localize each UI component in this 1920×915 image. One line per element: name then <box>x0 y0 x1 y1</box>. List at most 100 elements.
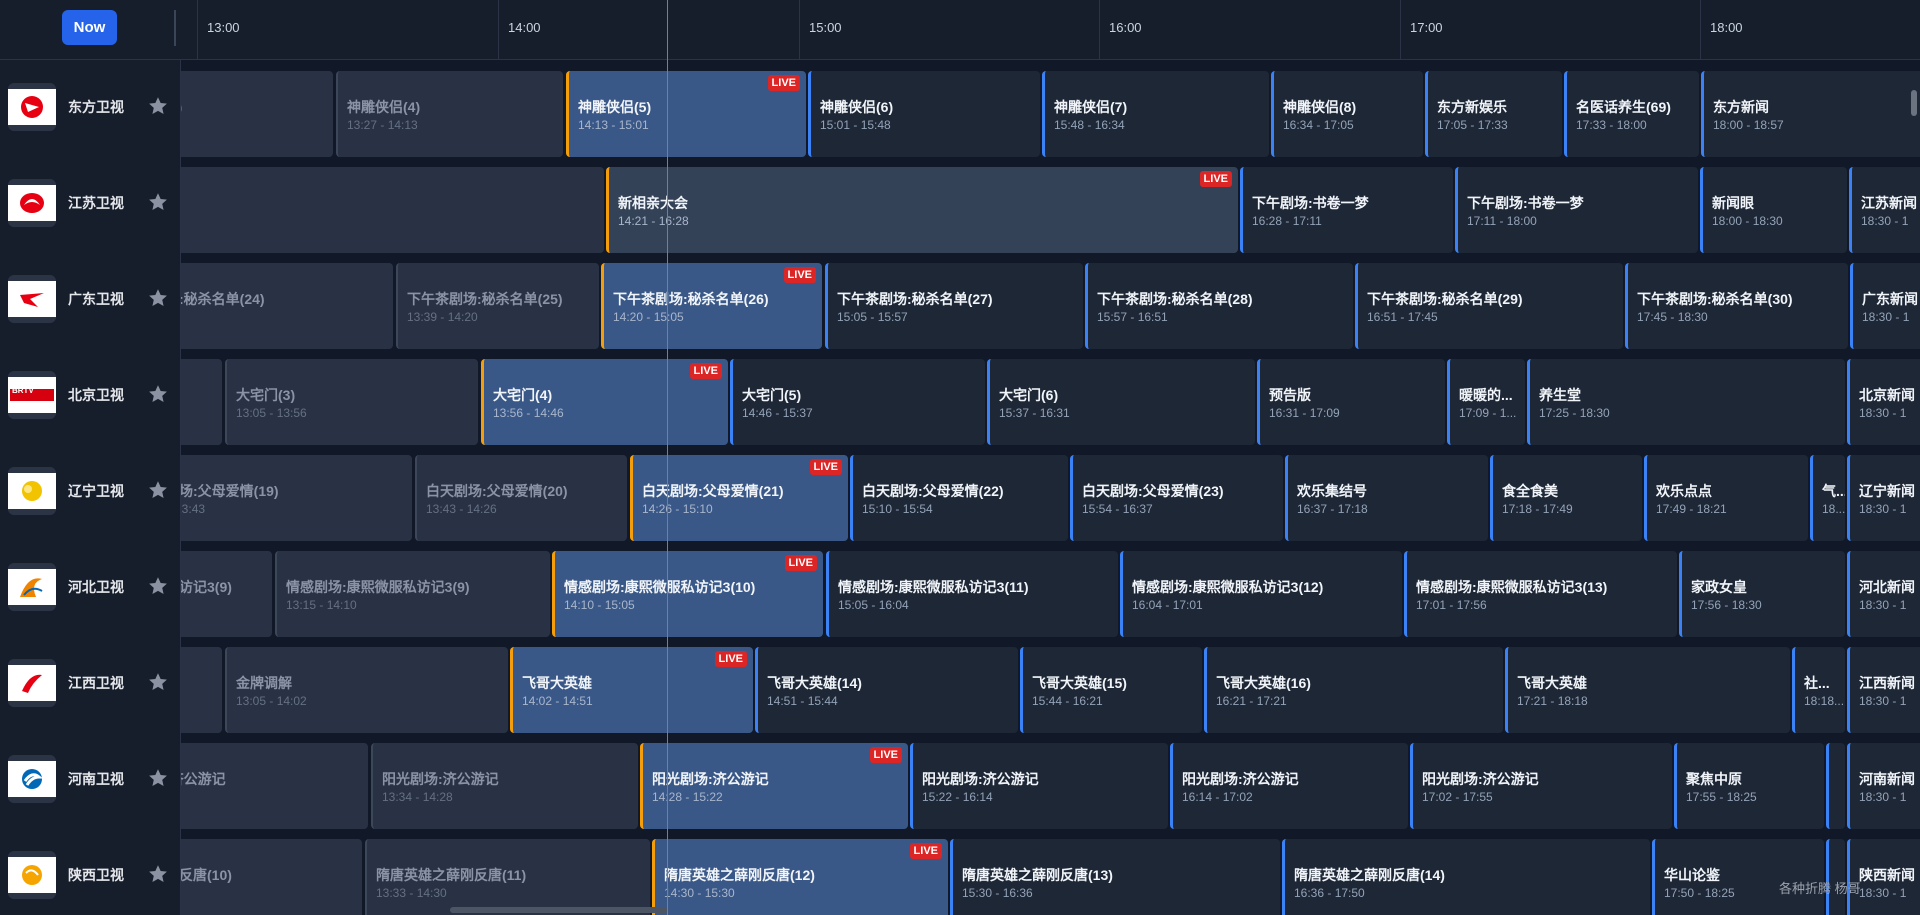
program-block[interactable]: 大宅门(6) 15:37 - 16:31 <box>987 359 1255 445</box>
favorite-star-icon[interactable] <box>147 95 169 117</box>
program-block[interactable]: 下午茶剧场:秘杀名单(28) 15:57 - 16:51 <box>1085 263 1353 349</box>
program-block[interactable]: 欢乐点点 17:49 - 18:21 <box>1644 455 1808 541</box>
program-block[interactable] <box>180 647 222 733</box>
program-block[interactable]: 东方新娱乐 17:05 - 17:33 <box>1425 71 1562 157</box>
program-block[interactable]: 广东新闻 18:30 - 1 <box>1850 263 1920 349</box>
program-block[interactable]: 预告版 16:31 - 17:09 <box>1257 359 1445 445</box>
program-block[interactable]: 江苏新闻 18:30 - 1 <box>1849 167 1920 253</box>
channel-row[interactable]: 辽宁卫视 <box>0 443 180 539</box>
program-block-live[interactable]: 阳光剧场:济公游记 14:28 - 15:22 LIVE <box>640 743 908 829</box>
program-block[interactable]: 阳光剧场:济公游记 17:02 - 17:55 <box>1410 743 1672 829</box>
program-block[interactable]: 华山论鉴 17:50 - 18:25 <box>1652 839 1824 915</box>
program-block[interactable]: 江西新闻 18:30 - 1 <box>1847 647 1920 733</box>
program-block[interactable]: 阳光剧场:济公游记 15:22 - 16:14 <box>910 743 1168 829</box>
program-block[interactable]: 金牌调解 13:05 - 14:02 <box>225 647 508 733</box>
program-block[interactable] <box>1826 743 1845 829</box>
program-block-live[interactable]: 大宅门(4) 13:56 - 14:46 LIVE <box>481 359 728 445</box>
program-block-live[interactable]: 白天剧场:父母爱情(21) 14:26 - 15:10 LIVE <box>630 455 848 541</box>
channel-row[interactable]: BRTV 北京卫视 <box>0 347 180 443</box>
favorite-star-icon[interactable] <box>147 863 169 885</box>
program-block[interactable]: 情感剧场:康熙微服私访记3(13) 17:01 - 17:56 <box>1404 551 1677 637</box>
program-block[interactable]: 东方新闻 18:00 - 18:57 <box>1701 71 1920 157</box>
program-block[interactable]: 下午茶剧场:秘杀名单(25) 13:39 - 14:20 <box>396 263 599 349</box>
channel-row[interactable]: 东方卫视 <box>0 60 180 155</box>
program-block[interactable]: 隋唐英雄之薛刚反唐(11) 13:33 - 14:30 <box>365 839 650 915</box>
channel-row[interactable]: 河北卫视 <box>0 539 180 635</box>
program-block[interactable]: 聚焦中原 17:55 - 18:25 <box>1674 743 1824 829</box>
program-block[interactable]: 神雕侠侣(7) 15:48 - 16:34 <box>1042 71 1269 157</box>
program-block-live[interactable]: 隋唐英雄之薛刚反唐(12) 14:30 - 15:30 LIVE <box>652 839 948 915</box>
program-block[interactable]: 情感剧场:康熙微服私访记3(12) 16:04 - 17:01 <box>1120 551 1402 637</box>
program-block-live[interactable]: 情感剧场:康熙微服私访记3(10) 14:10 - 15:05 LIVE <box>552 551 823 637</box>
vertical-scrollbar[interactable] <box>1911 90 1917 116</box>
program-block[interactable]: 大宅门(3) 13:05 - 13:56 <box>225 359 478 445</box>
program-block[interactable]: 食全食美 17:18 - 17:49 <box>1490 455 1642 541</box>
program-block[interactable]: 薛刚反唐(10) <box>180 839 362 915</box>
favorite-star-icon[interactable] <box>147 479 169 501</box>
program-block[interactable]: 神雕侠侣(8) 16:34 - 17:05 <box>1271 71 1423 157</box>
horizontal-scrollbar[interactable] <box>450 907 668 913</box>
program-block[interactable]: 飞哥大英雄(14) 14:51 - 15:44 <box>755 647 1018 733</box>
favorite-star-icon[interactable] <box>147 575 169 597</box>
program-time: 15:57 - 16:51 <box>1097 310 1168 324</box>
program-block[interactable]: 剧场:秘杀名单(24)13:39 <box>180 263 393 349</box>
program-block[interactable]: 下午剧场:书卷一梦 17:11 - 18:00 <box>1455 167 1698 253</box>
program-block[interactable]: 白天剧场:父母爱情(22) 15:10 - 15:54 <box>850 455 1068 541</box>
program-block[interactable]: 暖暖的... 17:09 - 1... <box>1447 359 1525 445</box>
program-block-live[interactable]: 飞哥大英雄 14:02 - 14:51 LIVE <box>510 647 753 733</box>
program-block[interactable]: 隋唐英雄之薛刚反唐(14) 16:36 - 17:50 <box>1282 839 1650 915</box>
program-block[interactable]: 侣(3):27 <box>180 71 333 157</box>
program-block[interactable] <box>180 167 604 253</box>
program-block[interactable]: 陕西新闻 18:30 - 1 <box>1847 839 1920 915</box>
program-block[interactable]: 养生堂 17:25 - 18:30 <box>1527 359 1845 445</box>
channel-row[interactable]: 陕西卫视 <box>0 827 180 915</box>
program-block[interactable]: 下午剧场:书卷一梦 16:28 - 17:11 <box>1240 167 1453 253</box>
program-block[interactable]: 下午茶剧场:秘杀名单(30) 17:45 - 18:30 <box>1625 263 1848 349</box>
program-title: 气... <box>1822 483 1845 499</box>
program-block[interactable]: 天剧场:父母爱情(19) 51 - 13:43 <box>180 455 412 541</box>
program-block[interactable]: 气... 18... <box>1810 455 1845 541</box>
program-block[interactable]: 家政女皇 17:56 - 18:30 <box>1679 551 1845 637</box>
program-block[interactable]: 下午茶剧场:秘杀名单(27) 15:05 - 15:57 <box>825 263 1083 349</box>
program-block[interactable]: 情感剧场:康熙微服私访记3(9) 13:15 - 14:10 <box>275 551 550 637</box>
program-block[interactable]: 飞哥大英雄(15) 15:44 - 16:21 <box>1020 647 1202 733</box>
program-block[interactable]: 白天剧场:父母爱情(23) 15:54 - 16:37 <box>1070 455 1283 541</box>
program-block[interactable]: 白天剧场:父母爱情(20) 13:43 - 14:26 <box>415 455 627 541</box>
channel-row[interactable]: 江西卫视 <box>0 635 180 731</box>
program-block[interactable]: 辽宁新闻 18:30 - 1 <box>1847 455 1920 541</box>
program-title: 神雕侠侣(6) <box>820 99 894 115</box>
program-block[interactable]: 名医话养生(69) 17:33 - 18:00 <box>1564 71 1699 157</box>
program-block[interactable] <box>1826 839 1845 915</box>
favorite-star-icon[interactable] <box>147 191 169 213</box>
favorite-star-icon[interactable] <box>147 383 169 405</box>
program-block[interactable]: 阳光剧场:济公游记 16:14 - 17:02 <box>1170 743 1408 829</box>
favorite-star-icon[interactable] <box>147 671 169 693</box>
program-block[interactable]: 欢乐集结号 16:37 - 17:18 <box>1285 455 1488 541</box>
channel-row[interactable]: 广东卫视 <box>0 251 180 347</box>
program-block[interactable]: 河北新闻 18:30 - 1 <box>1847 551 1920 637</box>
program-block[interactable]: 神雕侠侣(6) 15:01 - 15:48 <box>808 71 1040 157</box>
favorite-star-icon[interactable] <box>147 767 169 789</box>
now-button[interactable]: Now <box>62 10 117 45</box>
program-block-live[interactable]: 下午茶剧场:秘杀名单(26) 14:20 - 15:05 LIVE <box>601 263 822 349</box>
program-block[interactable]: 隋唐英雄之薛刚反唐(13) 15:30 - 16:36 <box>950 839 1280 915</box>
program-block[interactable]: 服私访记3(9) <box>180 551 272 637</box>
program-block-live[interactable]: 新相亲大会 14:21 - 16:28 LIVE <box>606 167 1238 253</box>
channel-row[interactable]: 江苏卫视 <box>0 155 180 251</box>
program-block[interactable]: 社... 18:18... <box>1792 647 1845 733</box>
program-block[interactable]: 下午茶剧场:秘杀名单(29) 16:51 - 17:45 <box>1355 263 1623 349</box>
favorite-star-icon[interactable] <box>147 287 169 309</box>
program-block[interactable]: 飞哥大英雄 17:21 - 18:18 <box>1505 647 1790 733</box>
program-block[interactable]: 大宅门(5) 14:46 - 15:37 <box>730 359 985 445</box>
program-block[interactable]: 飞哥大英雄(16) 16:21 - 17:21 <box>1204 647 1503 733</box>
program-block[interactable] <box>180 359 222 445</box>
program-block-live[interactable]: 神雕侠侣(5) 14:13 - 15:01 LIVE <box>566 71 806 157</box>
program-block[interactable]: 神雕侠侣(4) 13:27 - 14:13 <box>336 71 563 157</box>
channel-row[interactable]: 河南卫视 <box>0 731 180 827</box>
program-block[interactable]: 阳光剧场:济公游记 13:34 - 14:28 <box>371 743 638 829</box>
program-block[interactable]: 新闻眼 18:00 - 18:30 <box>1700 167 1847 253</box>
program-block[interactable]: 河南新闻 18:30 - 1 <box>1847 743 1920 829</box>
program-block[interactable]: 北京新闻 18:30 - 1 <box>1847 359 1920 445</box>
program-block[interactable]: 情感剧场:康熙微服私访记3(11) 15:05 - 16:04 <box>826 551 1118 637</box>
